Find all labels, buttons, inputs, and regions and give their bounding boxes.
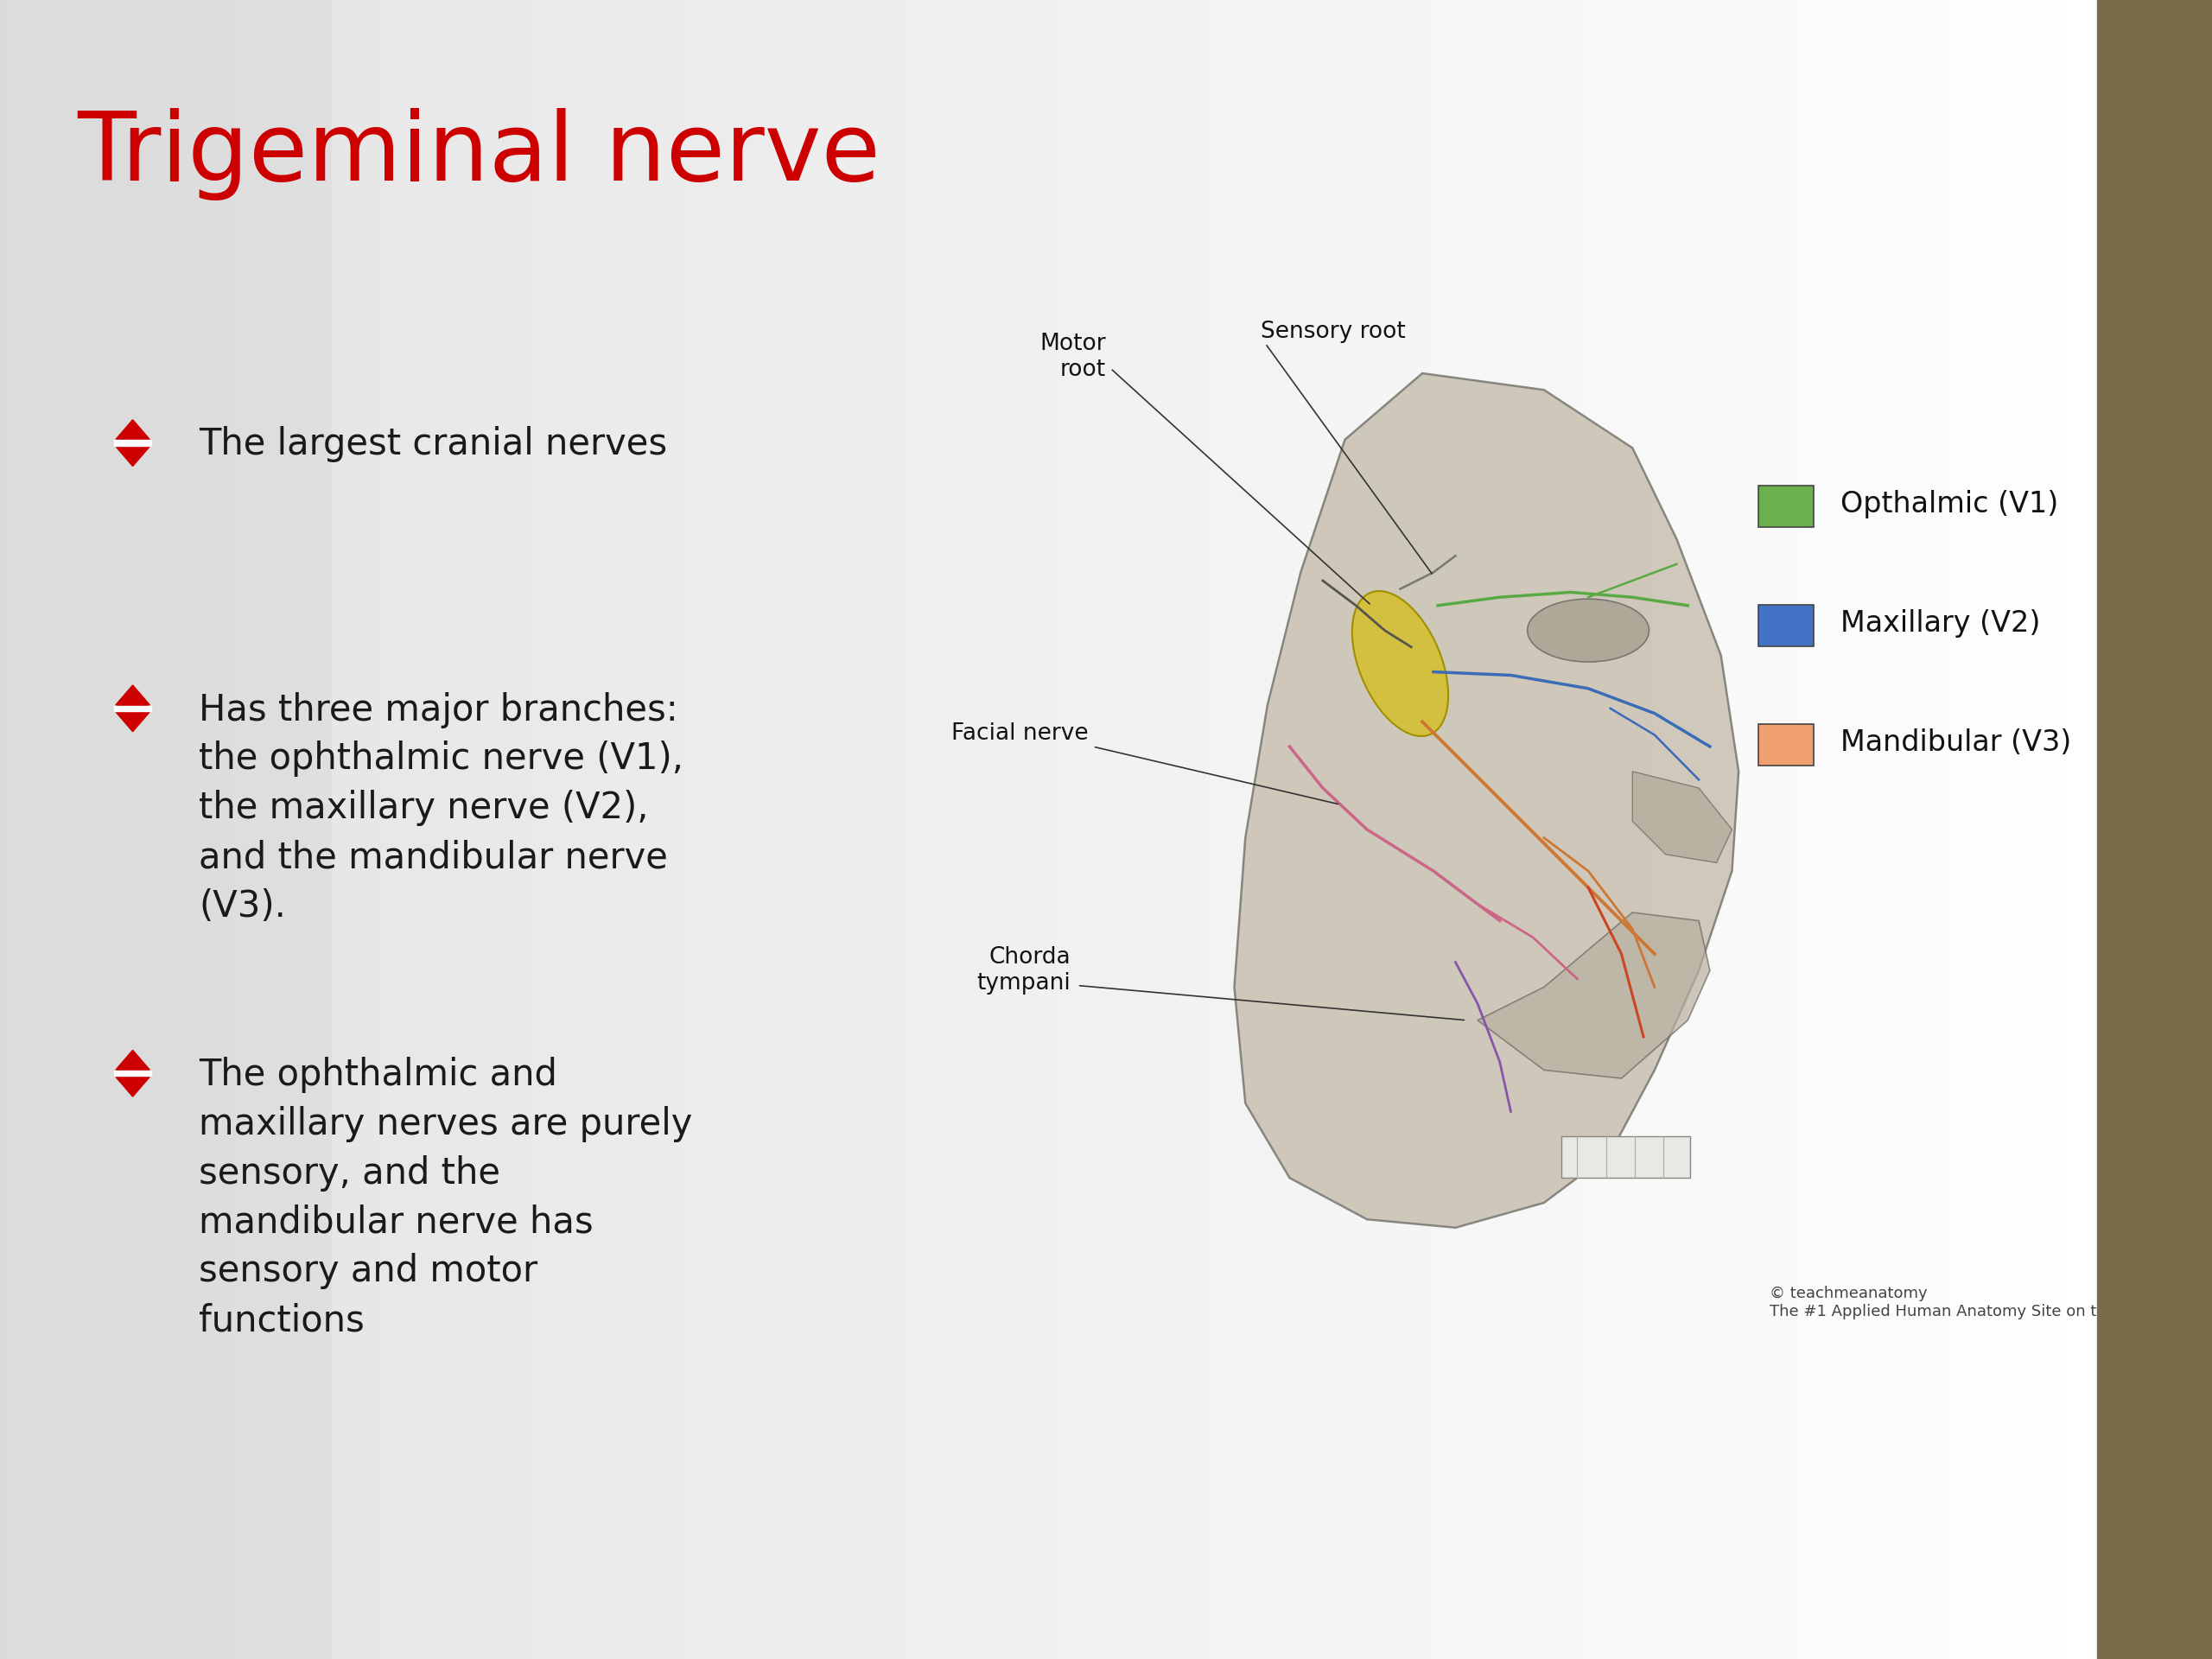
Text: Maxillary (V2): Maxillary (V2) [1840,609,2039,637]
Text: © teachmeanatomy
The #1 Applied Human Anatomy Site on the Web.: © teachmeanatomy The #1 Applied Human An… [1770,1286,2159,1319]
Bar [2097,0,2212,1659]
Ellipse shape [1352,591,1449,737]
Text: The largest cranial nerves: The largest cranial nerves [199,426,668,463]
Text: Chorda
tympani: Chorda tympani [978,946,1071,995]
Text: Facial nerve: Facial nerve [951,722,1088,745]
Ellipse shape [1526,599,1650,662]
Text: Has three major branches:
the ophthalmic nerve (V1),
the maxillary nerve (V2),
a: Has three major branches: the ophthalmic… [199,692,684,924]
PathPatch shape [1234,373,1739,1228]
Bar [1759,723,1814,766]
Bar [1759,484,1814,528]
PathPatch shape [1632,771,1732,863]
Polygon shape [115,1070,150,1077]
Polygon shape [115,1050,150,1073]
Text: Motor
root: Motor root [1040,332,1106,382]
Polygon shape [115,705,150,712]
Polygon shape [115,420,150,443]
Bar [1759,604,1814,645]
Text: Mandibular (V3): Mandibular (V3) [1840,728,2070,757]
Text: The ophthalmic and
maxillary nerves are purely
sensory, and the
mandibular nerve: The ophthalmic and maxillary nerves are … [199,1057,692,1339]
Polygon shape [115,685,150,708]
Polygon shape [115,440,150,446]
Polygon shape [115,708,150,732]
Polygon shape [115,1073,150,1097]
Text: Trigeminal nerve: Trigeminal nerve [77,108,880,201]
Text: Opthalmic (V1): Opthalmic (V1) [1840,489,2059,518]
Text: Sensory root: Sensory root [1261,320,1407,343]
PathPatch shape [1478,912,1710,1078]
Bar [1562,1136,1690,1178]
Bar [0,0,332,1659]
Polygon shape [115,443,150,466]
